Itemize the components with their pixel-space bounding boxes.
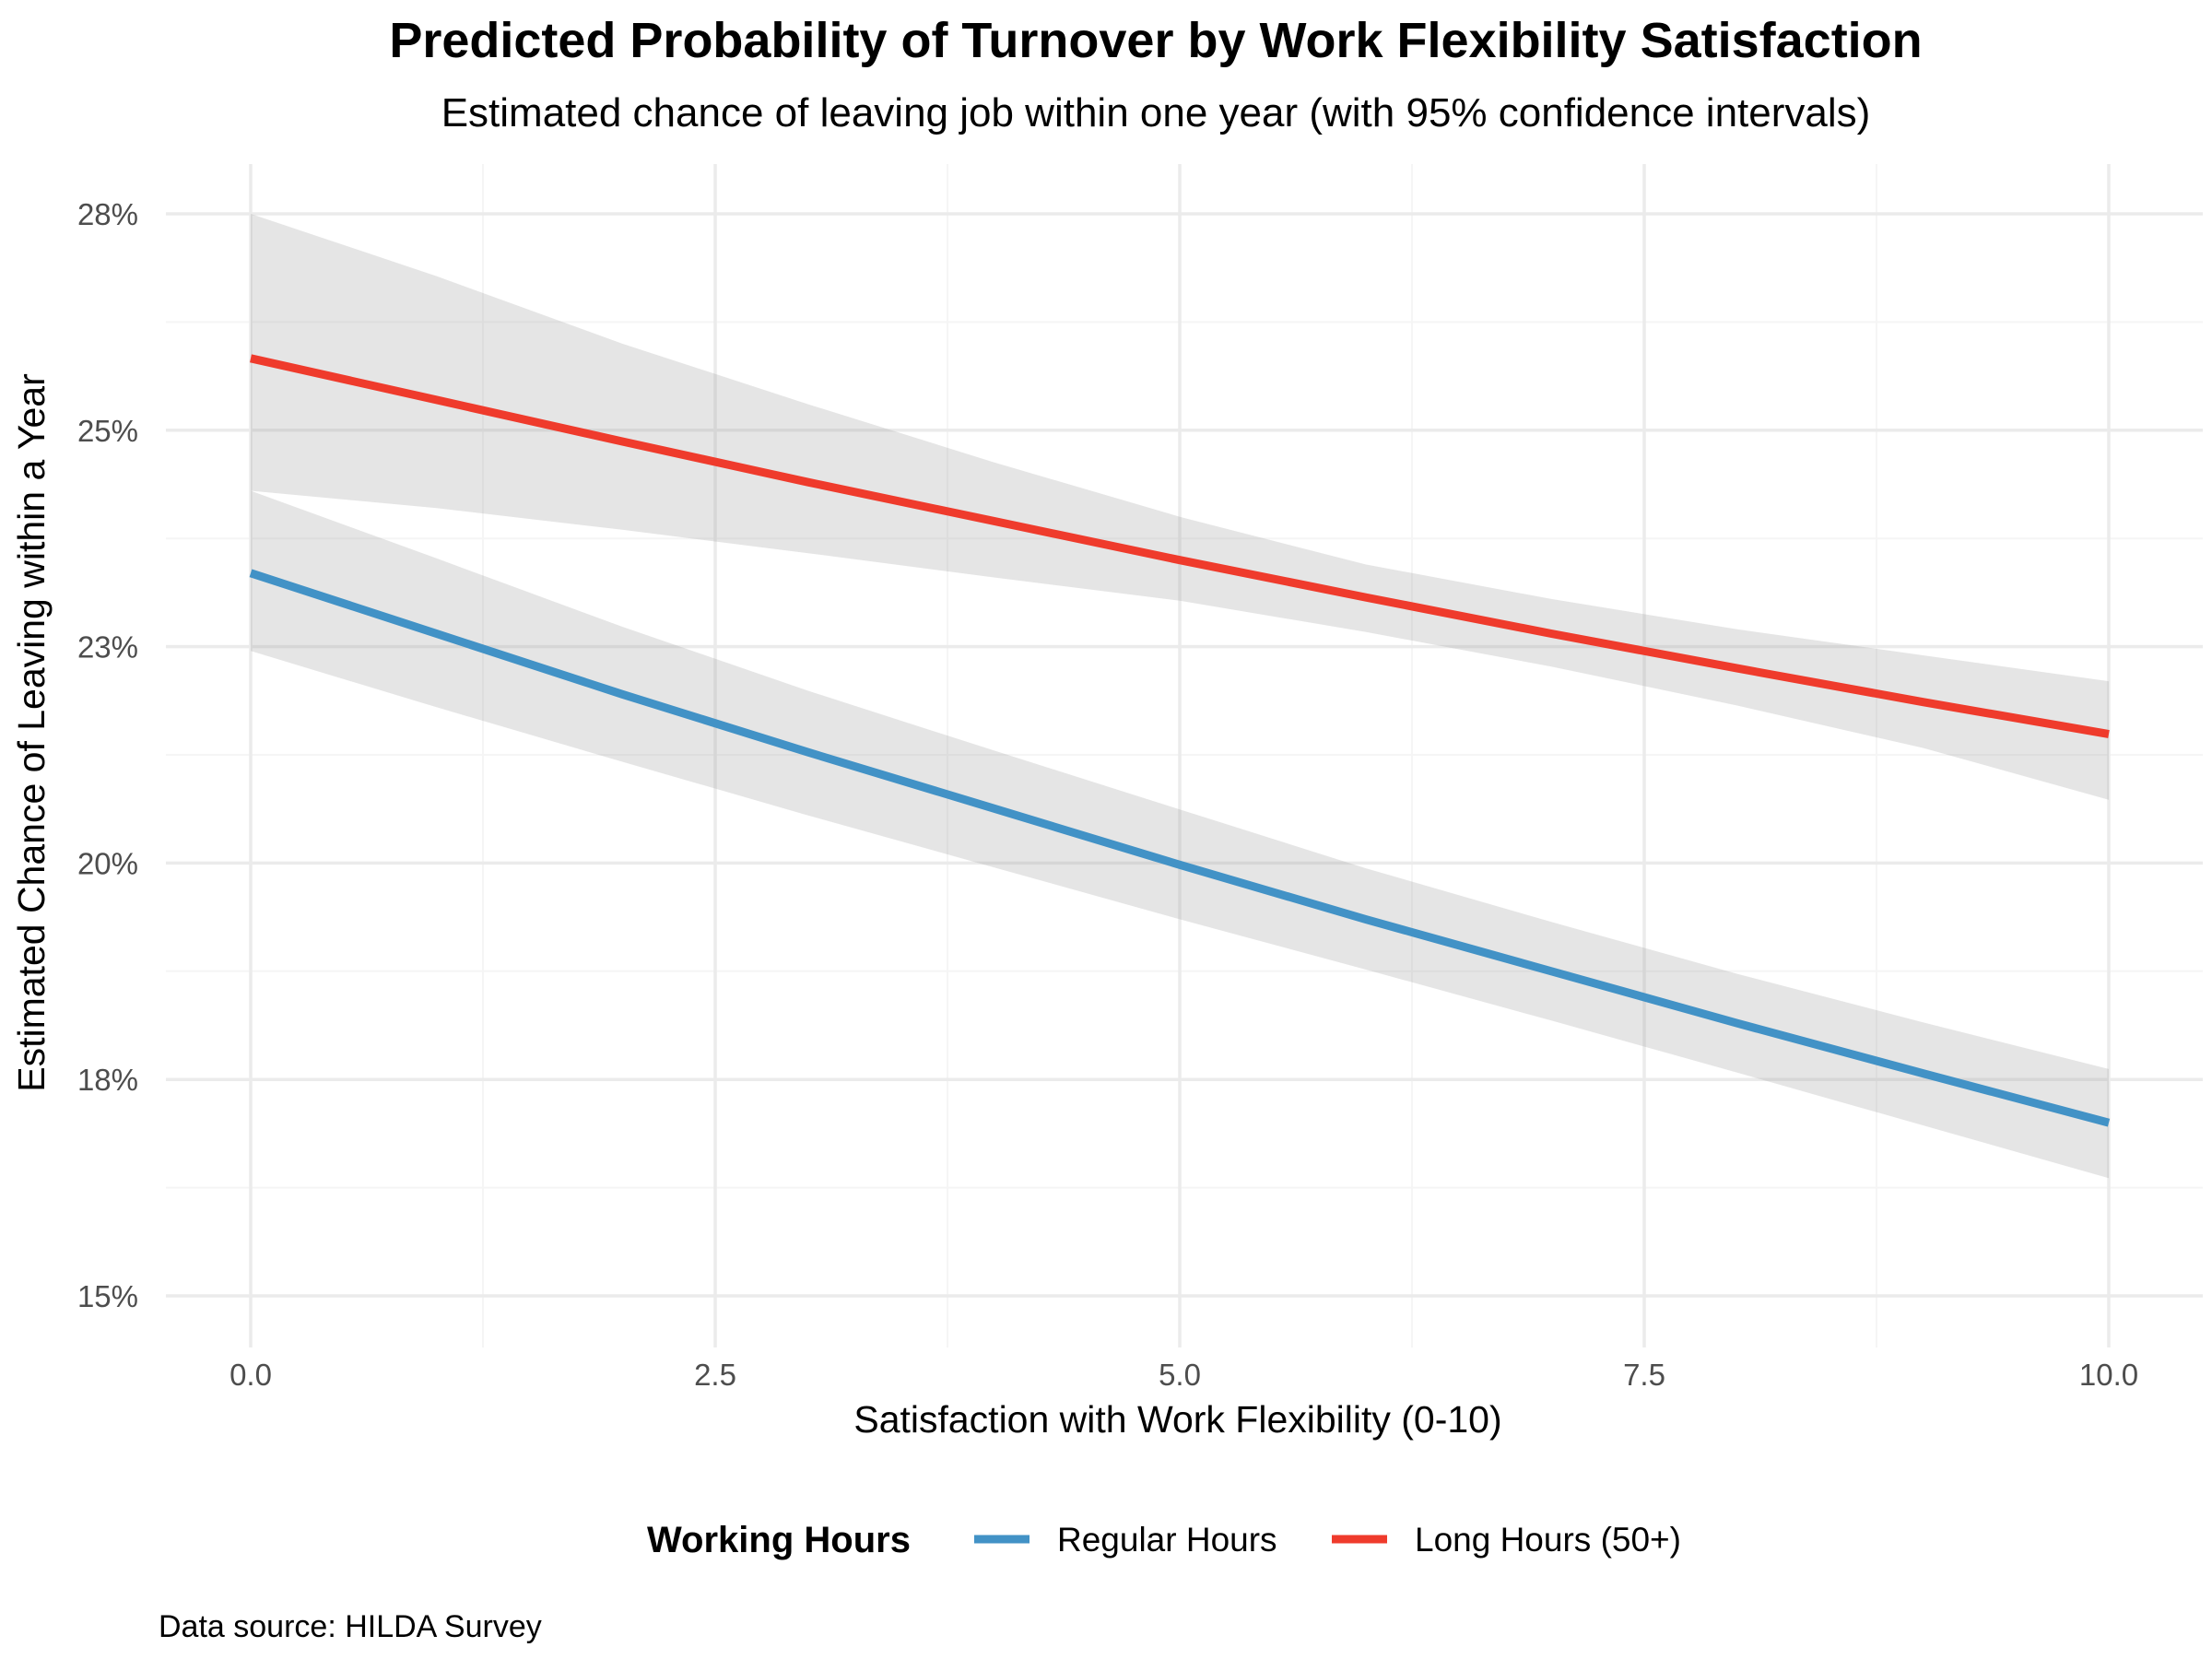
legend-label-long-hours: Long Hours (50+) [1415, 1521, 1681, 1559]
legend-label-regular-hours: Regular Hours [1057, 1521, 1277, 1559]
y-axis-label: Estimated Chance of Leaving within a Yea… [10, 373, 53, 1092]
legend: Working Hours Regular Hours Long Hours (… [647, 1520, 1681, 1560]
y-tick-label: 28% [77, 197, 138, 231]
y-axis-ticks: 15% 18% 20% 23% 25% 28% [77, 197, 138, 1313]
chart-title: Predicted Probability of Turnover by Wor… [389, 13, 1922, 68]
x-tick-label: 2.5 [694, 1358, 736, 1392]
y-tick-label: 25% [77, 414, 138, 448]
x-tick-label: 10.0 [2079, 1358, 2138, 1392]
x-axis-label: Satisfaction with Work Flexibility (0-10… [853, 1398, 1501, 1441]
series-lines [249, 354, 2111, 1127]
x-tick-label: 0.0 [229, 1358, 272, 1392]
legend-title: Working Hours [647, 1520, 911, 1560]
series-line-long-hours [250, 354, 2110, 738]
y-tick-label: 20% [77, 846, 138, 880]
chart-subtitle: Estimated chance of leaving job within o… [441, 90, 1871, 135]
x-tick-label: 5.0 [1159, 1358, 1201, 1392]
y-tick-label: 15% [77, 1279, 138, 1313]
y-tick-label: 23% [77, 630, 138, 665]
series-line-regular-hours [249, 569, 2111, 1127]
x-axis-ticks: 0.0 2.5 5.0 7.5 10.0 [229, 1358, 2138, 1392]
y-tick-label: 18% [77, 1063, 138, 1097]
confidence-band-regular-hours [251, 490, 2109, 1179]
data-source-caption: Data source: HILDA Survey [159, 1609, 542, 1644]
x-tick-label: 7.5 [1623, 1358, 1665, 1392]
